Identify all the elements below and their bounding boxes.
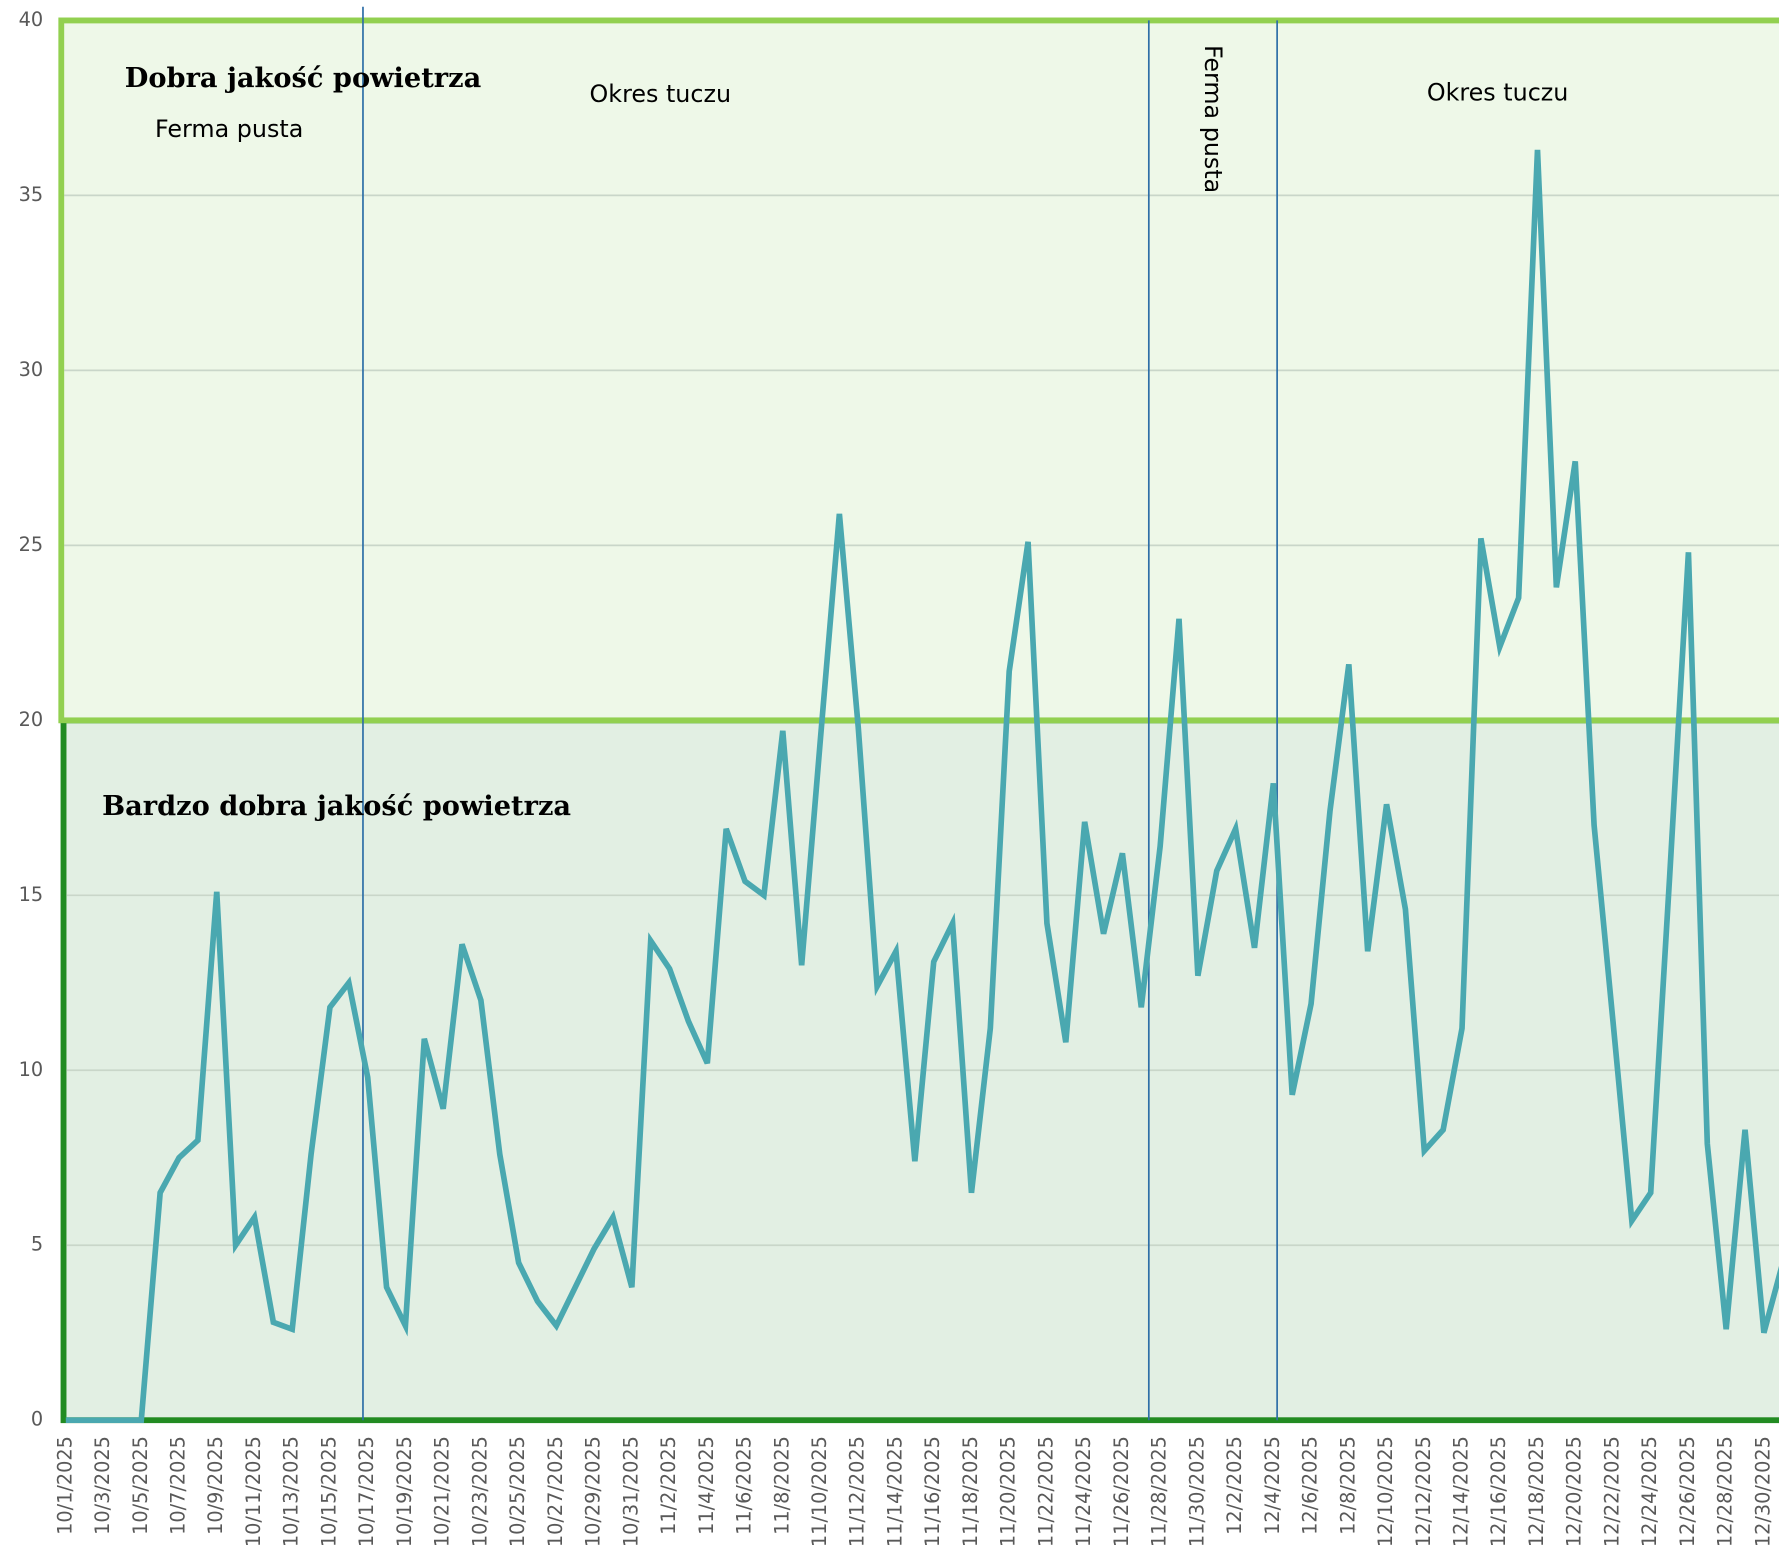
y-tick-label: 15 (19, 883, 44, 906)
x-tick-label: 10/15/2025 (317, 1436, 340, 1545)
zone-label: Dobra jakość powietrza (125, 62, 482, 94)
x-tick-label: 12/18/2025 (1525, 1436, 1548, 1545)
x-tick-label: 10/31/2025 (619, 1436, 642, 1545)
x-tick-label: 10/11/2025 (242, 1436, 265, 1545)
x-tick-label: 12/22/2025 (1600, 1436, 1623, 1545)
x-tick-label: 10/27/2025 (544, 1436, 567, 1545)
data-line (65, 149, 1779, 1424)
y-tick-label: 0 (31, 1408, 43, 1431)
x-tick-label: 11/24/2025 (1072, 1436, 1095, 1545)
x-tick-label: 11/20/2025 (997, 1436, 1020, 1545)
x-tick-label: 12/10/2025 (1374, 1436, 1397, 1545)
x-tick-label: 10/17/2025 (355, 1436, 378, 1545)
annotation: Okres tuczu (590, 80, 732, 108)
x-tick-label: 10/23/2025 (468, 1436, 491, 1545)
x-tick-label: 12/8/2025 (1336, 1436, 1359, 1535)
x-tick-label: 11/16/2025 (921, 1436, 944, 1545)
x-tick-label: 11/22/2025 (1034, 1436, 1057, 1545)
x-tick-label: 11/10/2025 (808, 1436, 831, 1545)
x-tick-label: 12/6/2025 (1299, 1436, 1322, 1535)
x-tick-label: 10/9/2025 (204, 1436, 227, 1535)
y-tick-label: 20 (19, 708, 44, 731)
annotation: Ferma pusta (155, 115, 303, 143)
x-tick-label: 11/14/2025 (883, 1436, 906, 1545)
x-tick-label: 10/29/2025 (582, 1436, 605, 1545)
x-tick-label: 10/13/2025 (280, 1436, 303, 1545)
x-tick-label: 10/19/2025 (393, 1436, 416, 1545)
x-tick-label: 11/28/2025 (1148, 1436, 1171, 1545)
x-tick-label: 12/14/2025 (1450, 1436, 1473, 1545)
x-tick-label: 10/1/2025 (53, 1436, 76, 1535)
x-tick-label: 11/8/2025 (770, 1436, 793, 1535)
x-tick-label: 11/26/2025 (1110, 1436, 1133, 1545)
x-tick-label: 12/4/2025 (1261, 1436, 1284, 1535)
x-tick-label: 10/3/2025 (91, 1436, 114, 1535)
x-tick-label: 10/5/2025 (129, 1436, 152, 1535)
x-tick-label: 12/30/2025 (1751, 1436, 1774, 1545)
y-tick-label: 5 (31, 1233, 43, 1256)
x-tick-label: 12/24/2025 (1638, 1436, 1661, 1545)
x-tick-label: 11/4/2025 (695, 1436, 718, 1535)
x-tick-label: 11/12/2025 (846, 1436, 869, 1545)
x-tick-label: 12/16/2025 (1487, 1436, 1510, 1545)
y-tick-label: 30 (19, 358, 44, 381)
x-tick-label: 11/18/2025 (959, 1436, 982, 1545)
zone-label: Bardzo dobra jakość powietrza (102, 790, 571, 822)
x-tick-label: 11/2/2025 (657, 1436, 680, 1535)
x-tick-label: 11/6/2025 (733, 1436, 756, 1535)
plot-area (65, 149, 1779, 1424)
x-tick-label: 10/7/2025 (167, 1436, 190, 1535)
zone-border (58, 17, 1779, 724)
y-tick-label: 25 (19, 533, 44, 556)
x-tick-label: 12/28/2025 (1714, 1436, 1737, 1545)
x-tick-label: 11/30/2025 (1185, 1436, 1208, 1545)
x-tick-label: 12/20/2025 (1563, 1436, 1586, 1545)
annotation: Okres tuczu (1427, 79, 1569, 107)
x-tick-label: 10/21/2025 (431, 1436, 454, 1545)
x-tick-label: 12/12/2025 (1412, 1436, 1435, 1545)
x-tick-label: 10/25/2025 (506, 1436, 529, 1545)
x-tick-label: 12/2/2025 (1223, 1436, 1246, 1535)
y-tick-label: 40 (19, 8, 44, 31)
annotation: Ferma pusta (1199, 45, 1227, 193)
y-tick-label: 35 (19, 183, 44, 206)
y-tick-label: 10 (19, 1058, 44, 1081)
x-tick-label: 12/26/2025 (1676, 1436, 1699, 1545)
